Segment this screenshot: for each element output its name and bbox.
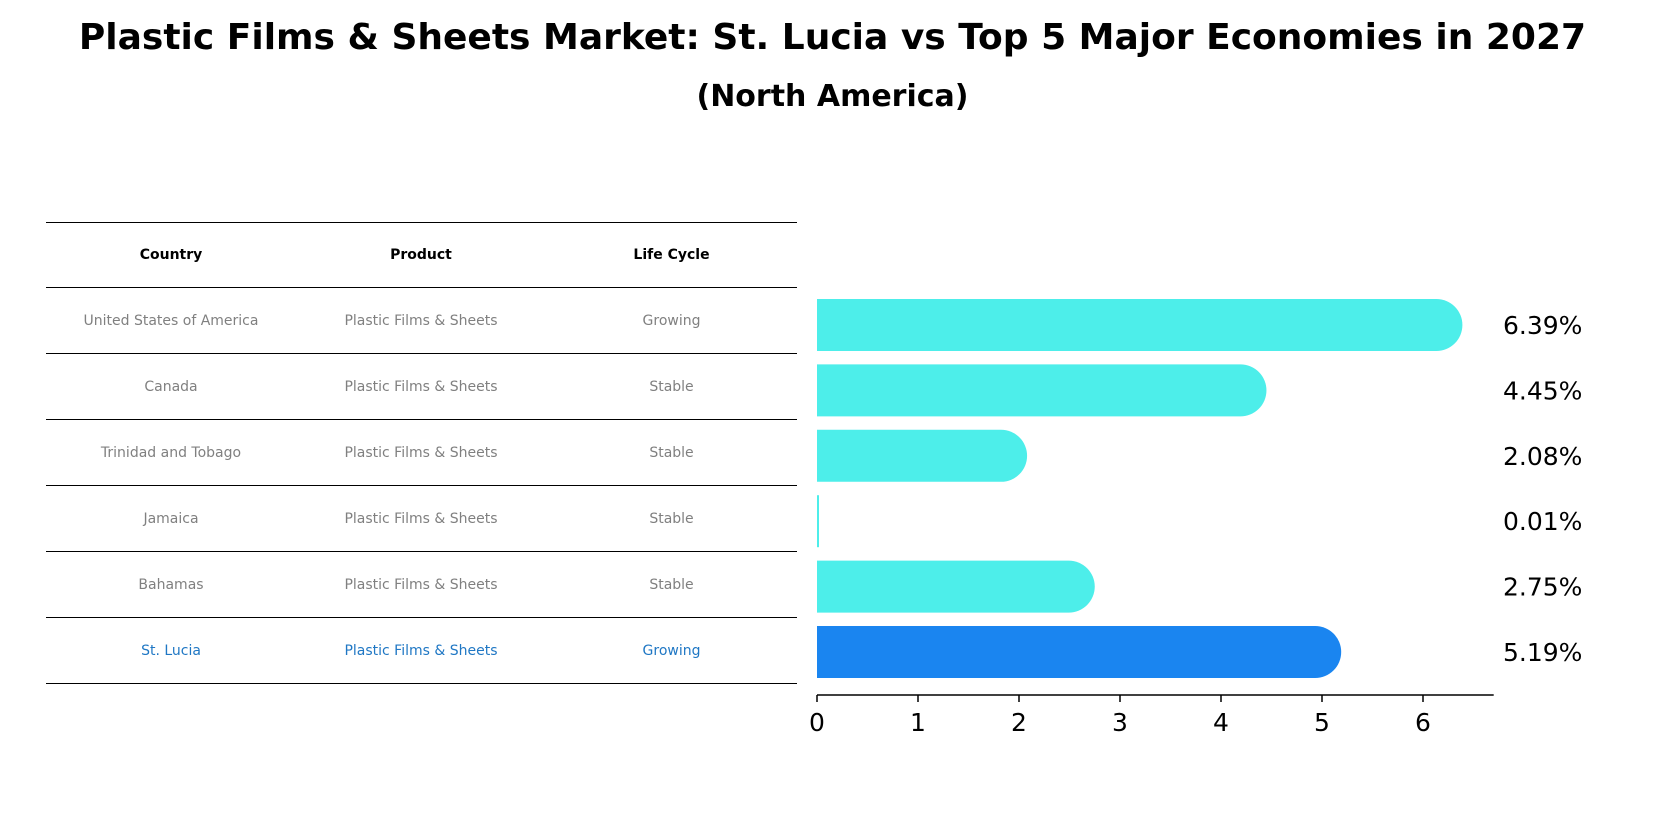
chart-title: Plastic Films & Sheets Market: St. Lucia… — [78, 17, 1587, 58]
cell-life-cycle: Stable — [649, 378, 694, 395]
bar-1 — [817, 364, 1267, 417]
cell-life-cycle: Growing — [642, 642, 701, 659]
table-row-highlight: St. Lucia Plastic Films & Sheets Growing — [46, 618, 797, 684]
table-row: United States of America Plastic Films &… — [46, 288, 797, 354]
data-label-1: 4.45% — [1503, 376, 1582, 405]
cell-country: United States of America — [83, 312, 259, 329]
cell-country: St. Lucia — [141, 642, 201, 659]
table-header-row: Country Product Life Cycle — [46, 222, 797, 288]
cell-life-cycle: Stable — [649, 576, 694, 593]
data-label-2: 2.08% — [1503, 442, 1582, 471]
bar-4 — [817, 560, 1095, 613]
data-label-3: 0.01% — [1503, 507, 1582, 536]
x-tick-label-4: 4 — [1213, 708, 1229, 737]
header-product: Product — [390, 247, 452, 263]
header-country: Country — [139, 247, 203, 263]
cell-country: Jamaica — [143, 510, 199, 527]
cell-product: Plastic Films & Sheets — [344, 510, 498, 527]
cell-country: Bahamas — [138, 576, 204, 593]
table-row: Canada Plastic Films & Sheets Stable — [46, 354, 797, 420]
x-tick-label-2: 2 — [1011, 708, 1027, 737]
cell-country: Trinidad and Tobago — [100, 444, 242, 461]
data-table: Country Product Life Cycle United States… — [46, 222, 797, 684]
x-tick-label-1: 1 — [910, 708, 926, 737]
bar-3 — [817, 495, 819, 548]
data-label-4: 2.75% — [1503, 573, 1582, 602]
cell-country: Canada — [144, 378, 198, 395]
bar-0 — [817, 299, 1463, 351]
table-row: Trinidad and Tobago Plastic Films & Shee… — [46, 420, 797, 486]
chart-subtitle: (North America) — [696, 79, 969, 114]
cell-life-cycle: Stable — [649, 510, 694, 527]
table-row: Jamaica Plastic Films & Sheets Stable — [46, 486, 797, 552]
x-tick-label-5: 5 — [1314, 708, 1330, 737]
cell-product: Plastic Films & Sheets — [344, 444, 498, 461]
bar-5 — [817, 626, 1342, 678]
table-row: Bahamas Plastic Films & Sheets Stable — [46, 552, 797, 618]
cell-life-cycle: Stable — [649, 444, 694, 461]
bar-2 — [817, 429, 1028, 482]
cell-product: Plastic Films & Sheets — [344, 312, 498, 329]
header-life-cycle: Life Cycle — [633, 247, 710, 263]
cell-product: Plastic Films & Sheets — [344, 642, 498, 659]
data-label-5: 5.19% — [1503, 638, 1582, 667]
x-tick-label-6: 6 — [1415, 708, 1431, 737]
x-tick-label-0: 0 — [809, 708, 825, 737]
cell-product: Plastic Films & Sheets — [344, 576, 498, 593]
cell-product: Plastic Films & Sheets — [344, 378, 498, 395]
data-label-0: 6.39% — [1503, 311, 1582, 340]
cell-life-cycle: Growing — [642, 312, 701, 329]
x-tick-label-3: 3 — [1112, 708, 1128, 737]
